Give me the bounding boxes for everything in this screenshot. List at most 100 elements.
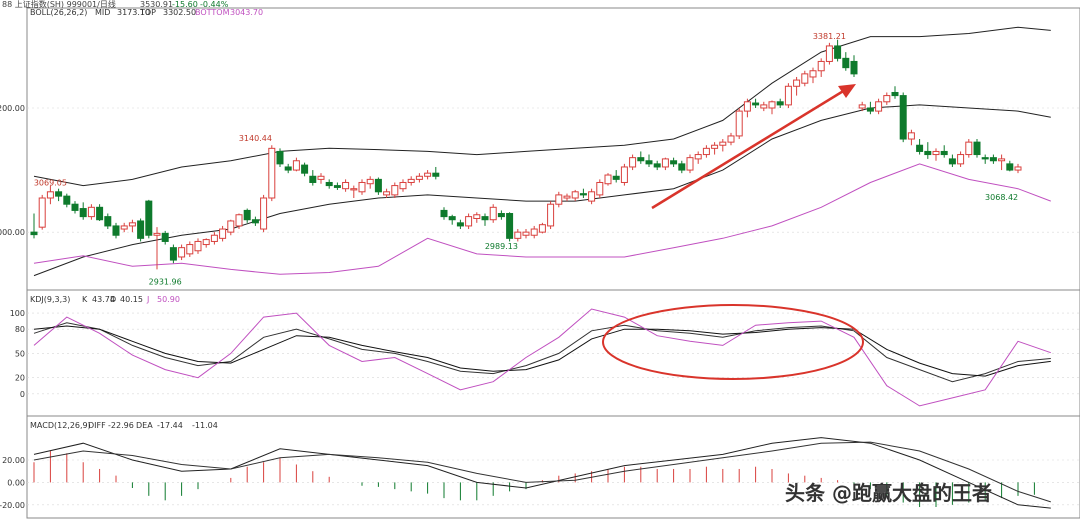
candle-up: [260, 197, 268, 230]
candle-up: [350, 188, 358, 191]
candle-up: [907, 132, 915, 140]
boll-tick-label: 3200.00: [0, 104, 25, 113]
candle-up: [38, 197, 46, 228]
candle-down: [670, 160, 678, 165]
candle-down: [309, 175, 317, 183]
top-strip: 88 上证指数(SH) 999001/日线 3530.91 -15.60 -0.…: [2, 0, 229, 9]
kdj-tick-label: 0: [20, 390, 25, 399]
candle-up: [46, 191, 54, 199]
price-annotation: 2989.13: [485, 242, 518, 251]
grid-lines: [27, 107, 1080, 506]
candle-down: [653, 163, 661, 168]
candle-down: [497, 213, 505, 218]
candle-up: [366, 178, 374, 185]
macd-tick-label: 20.00: [2, 456, 25, 465]
candle-down: [940, 150, 948, 156]
candle-up: [784, 85, 792, 106]
candle-up: [317, 175, 325, 180]
candle-up: [219, 228, 227, 239]
kdj-k-label: K: [82, 295, 88, 304]
candle-up: [120, 225, 128, 230]
candle-down: [440, 209, 448, 218]
candle-down: [448, 216, 456, 221]
candle-down: [161, 232, 169, 242]
candle-up: [538, 224, 546, 233]
candle-up: [596, 181, 604, 196]
candle-down: [145, 200, 153, 236]
candle-down: [506, 213, 514, 239]
candle-down: [374, 178, 382, 193]
candle-down: [842, 57, 850, 69]
candle-up: [87, 206, 95, 218]
candle-up: [719, 141, 727, 146]
candle-up: [522, 231, 530, 236]
watermark: 头条 @跑赢大盘的王者: [785, 481, 992, 505]
candle-down: [79, 208, 87, 218]
candle-down: [325, 181, 333, 187]
chart-frame: [26, 7, 1080, 519]
candle-down: [776, 101, 784, 106]
candle-up: [875, 101, 883, 112]
macd-tick-label: -20.00: [0, 501, 25, 510]
candle-up: [383, 191, 391, 196]
price-annotation: 3140.44: [239, 134, 272, 143]
candle-down: [63, 195, 71, 205]
boll-panel: 3069.05 3140.44 2931.96 2989.13 3381.21 3068.…: [30, 26, 1051, 286]
candle-up: [235, 214, 243, 227]
candle-up: [702, 147, 710, 156]
boll-top-label: TOP: [139, 8, 156, 17]
kdj-j-value: 50.90: [157, 295, 180, 304]
candle-up: [571, 191, 579, 199]
kdj-tick-label: 50: [15, 349, 25, 358]
boll-mid-line: [33, 104, 1051, 277]
candle-down: [432, 172, 440, 177]
candle-up: [563, 195, 571, 199]
candle-up: [153, 232, 161, 236]
kdj-panel: [33, 308, 1051, 407]
candle-down: [169, 247, 177, 261]
candle-down: [1006, 163, 1014, 171]
candle-down: [30, 231, 38, 236]
candle-up: [957, 154, 965, 165]
candle-down: [866, 107, 874, 112]
highlight-ellipse: [602, 304, 864, 380]
kdj-tick-label: 80: [15, 325, 25, 334]
candle-up: [424, 172, 432, 177]
candle-down: [637, 157, 645, 162]
candle-up: [465, 216, 473, 227]
boll-bottom-value: 3043.70: [230, 8, 263, 17]
kdj-tick-label: 20: [15, 374, 25, 383]
candle-up: [932, 150, 940, 156]
candle-down: [834, 45, 842, 59]
y-axis-labels: 3200.00 3000.00 100 80 50 20 0 20.00 0.00 -20.00: [0, 104, 25, 510]
candle-down: [678, 163, 686, 171]
boll-bottom-label: BOTTOM: [195, 8, 230, 17]
candle-up: [292, 160, 300, 171]
kdj-tick-label: 100: [10, 309, 25, 318]
boll-upper-line: [33, 26, 1051, 187]
boll-mid-value: 3173.10: [117, 8, 150, 17]
candle-down: [104, 216, 112, 227]
candle-down: [55, 191, 63, 197]
candle-down: [96, 206, 104, 221]
boll-mid-label: MID: [95, 8, 110, 17]
candle-up: [965, 141, 973, 156]
candle-down: [612, 175, 620, 180]
candle-down: [981, 157, 989, 160]
candle-down: [71, 203, 79, 211]
candle-up: [760, 104, 768, 109]
candle-up: [547, 203, 555, 227]
candle-up: [743, 101, 751, 112]
macd-dea-value: -17.44: [157, 421, 183, 430]
macd-diff-line: [33, 437, 1051, 509]
boll-name: BOLL(26,26,2): [30, 8, 87, 17]
candle-up: [858, 104, 866, 109]
macd-dea-label: DEA: [136, 421, 153, 430]
kdj-d-value: 40.15: [120, 295, 143, 304]
candle-up: [555, 194, 563, 205]
kdj-j-label: J: [146, 295, 149, 304]
candle-down: [284, 166, 292, 171]
candle-down: [645, 160, 653, 165]
candle-up: [661, 158, 669, 168]
